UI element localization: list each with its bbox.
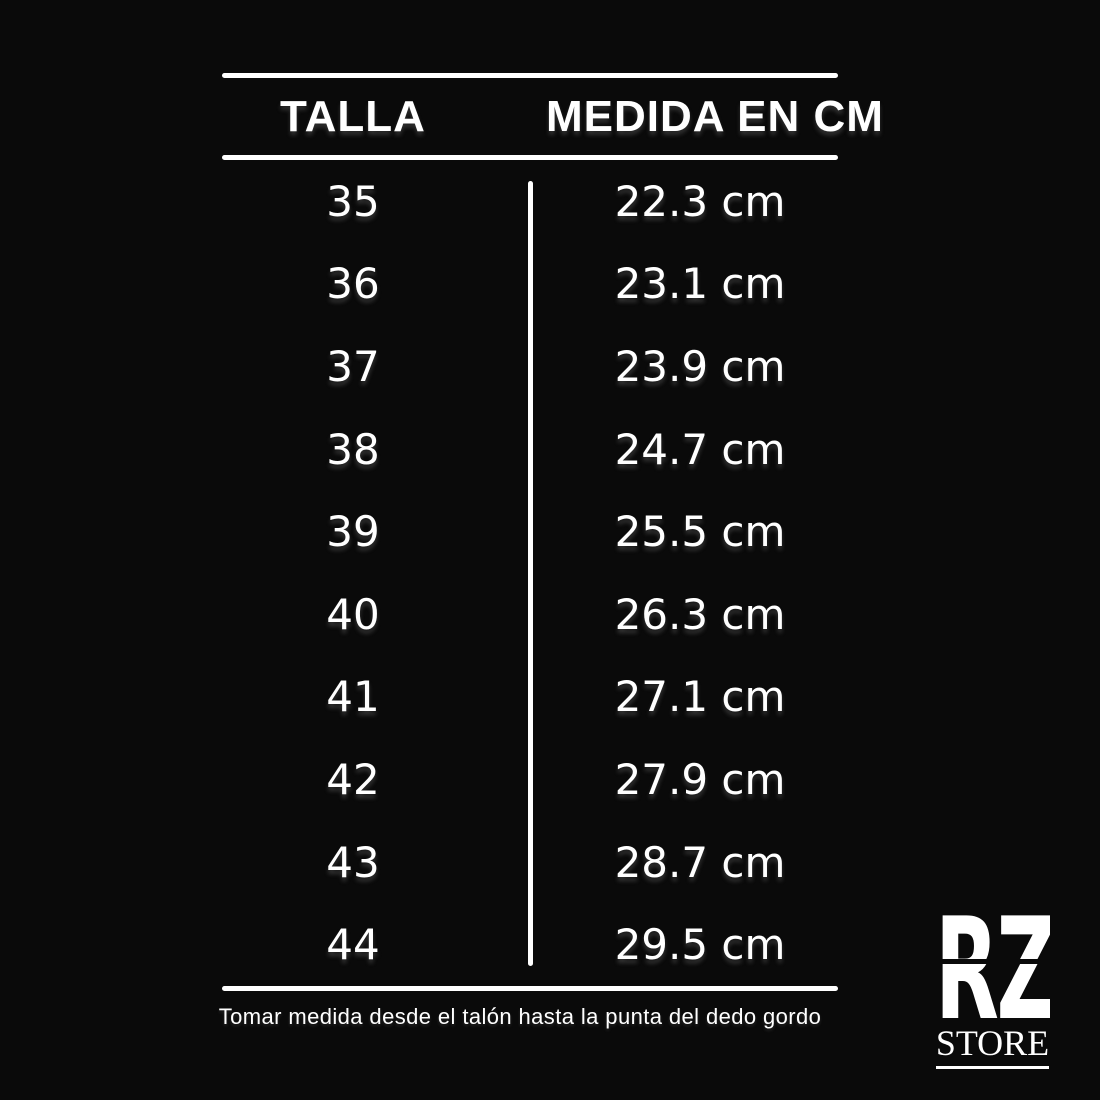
rz-monogram-icon: RZ RZ	[935, 915, 1050, 1019]
table-row: 40 26.3 cm	[222, 573, 838, 656]
size-cell: 44	[326, 920, 380, 970]
measurement-cell: 22.3 cm	[614, 176, 786, 226]
table-row: 43 28.7 cm	[222, 821, 838, 904]
table-row: 35 22.3 cm	[222, 160, 838, 243]
rz-store-logo: RZ RZ STORE	[935, 915, 1050, 1069]
measurement-instruction: Tomar medida desde el talón hasta la pun…	[218, 1004, 822, 1029]
header-rule	[222, 155, 838, 160]
measurement-cell: 28.7 cm	[614, 837, 786, 887]
table-row: 41 27.1 cm	[222, 656, 838, 739]
svg-text:RZ: RZ	[935, 915, 1050, 1019]
table-body: 35 22.3 cm 36 23.1 cm 37 23.9 cm 38 24.7…	[222, 160, 838, 986]
svg-text:RZ: RZ	[935, 915, 1050, 1019]
measurement-cell: 25.5 cm	[614, 507, 786, 557]
top-rule	[222, 73, 838, 78]
size-cell: 38	[326, 424, 380, 474]
table-row: 38 24.7 cm	[222, 408, 838, 491]
column-header-talla: TALLA	[280, 91, 426, 141]
size-cell: 35	[326, 176, 380, 226]
size-cell: 37	[326, 341, 380, 391]
measurement-cell: 29.5 cm	[614, 920, 786, 970]
size-table: TALLA MEDIDA EN CM 35 22.3 cm 36 23.1 cm…	[222, 73, 884, 991]
measurement-cell: 26.3 cm	[614, 589, 786, 639]
measurement-cell: 24.7 cm	[614, 424, 786, 474]
table-header-row: TALLA MEDIDA EN CM	[222, 78, 884, 155]
bottom-rule	[222, 985, 838, 991]
table-row: 39 25.5 cm	[222, 490, 838, 573]
column-header-medida: MEDIDA EN CM	[546, 91, 884, 141]
size-cell: 36	[326, 259, 380, 309]
measurement-cell: 23.9 cm	[614, 341, 786, 391]
size-cell: 40	[326, 589, 380, 639]
column-divider	[527, 181, 533, 966]
size-cell: 42	[326, 754, 380, 804]
store-wordmark: STORE	[935, 1025, 1050, 1069]
table-row: 37 23.9 cm	[222, 325, 838, 408]
measurement-cell: 23.1 cm	[614, 259, 786, 309]
size-cell: 41	[326, 672, 380, 722]
table-row: 42 27.9 cm	[222, 738, 838, 821]
table-row: 36 23.1 cm	[222, 243, 838, 326]
measurement-cell: 27.1 cm	[614, 672, 786, 722]
measurement-cell: 27.9 cm	[614, 754, 786, 804]
table-row: 44 29.5 cm	[222, 903, 838, 986]
size-cell: 43	[326, 837, 380, 887]
size-cell: 39	[326, 507, 380, 557]
